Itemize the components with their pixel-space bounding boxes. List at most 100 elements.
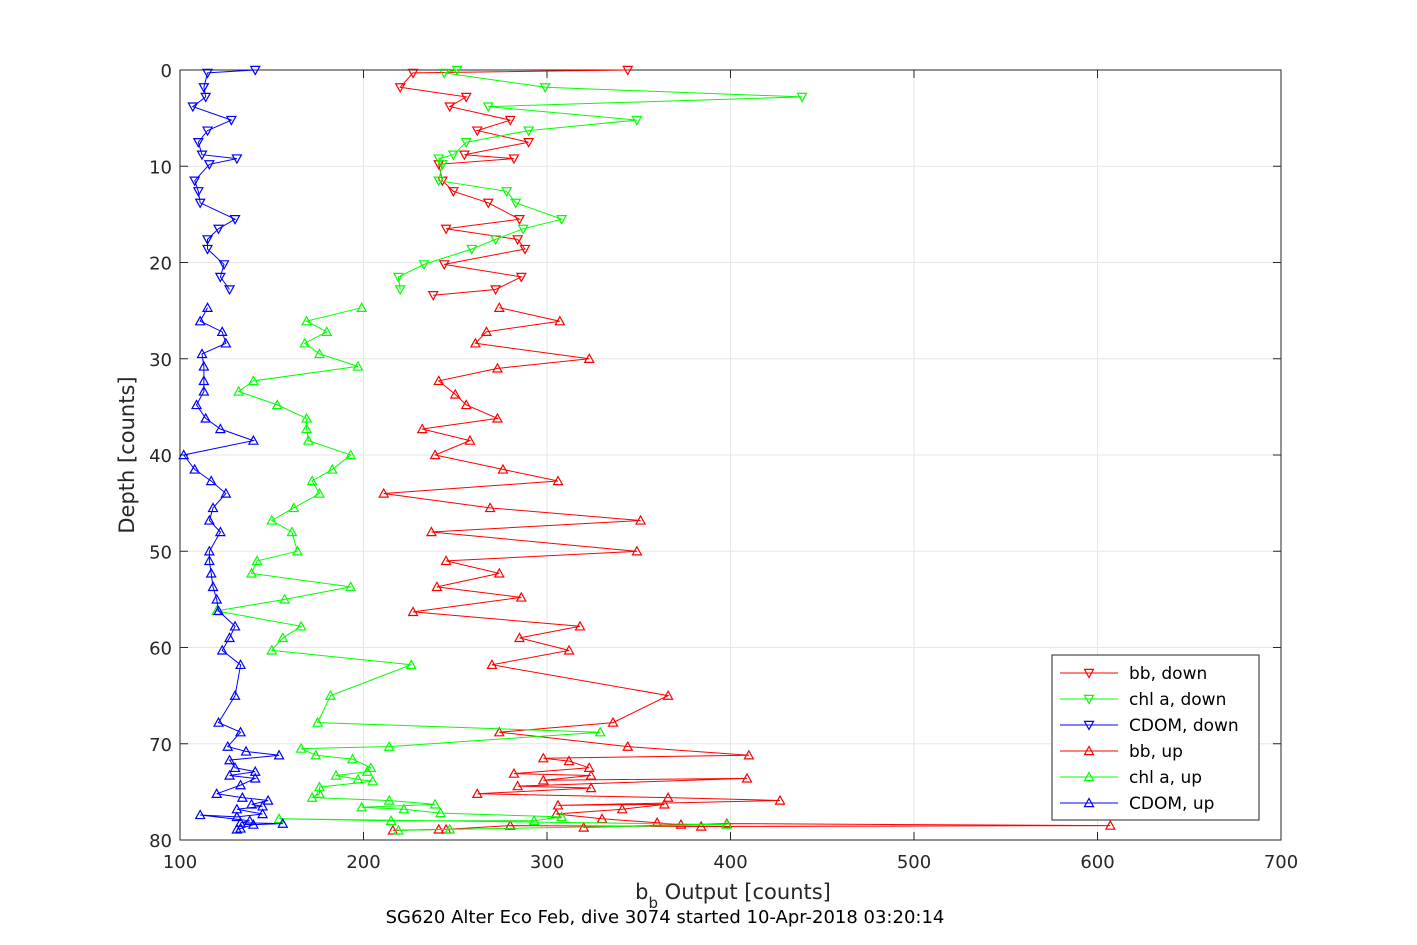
legend-marker-cdom-down (1083, 720, 1095, 731)
data-point-bb-up (563, 755, 575, 766)
data-point-bb-up (491, 362, 503, 373)
data-point-bb-up (1104, 819, 1116, 830)
data-point-chl-a-up (299, 337, 311, 348)
data-point-bb-up (563, 644, 575, 655)
y-tick-label: 60 (149, 639, 172, 660)
data-point-bb-up (378, 487, 390, 498)
data-point-chl-a-up (429, 798, 441, 809)
data-point-bb-down (513, 214, 525, 225)
data-point-chl-a-up (306, 475, 318, 486)
data-point-bb-up (449, 388, 461, 399)
data-point-chl-a-down (436, 160, 448, 171)
data-point-bb-up (491, 412, 503, 423)
data-point-bb-down (519, 244, 531, 255)
data-point-cdom-down (203, 160, 215, 171)
data-point-chl-a-up (301, 423, 313, 434)
data-point-cdom-down (198, 83, 210, 94)
data-point-cdom-up (196, 348, 208, 359)
data-point-chl-a-up (302, 434, 314, 445)
data-point-bb-up (658, 798, 670, 809)
data-point-bb-up (480, 326, 492, 336)
data-point-chl-a-up (277, 632, 289, 643)
legend-marker-chl-a-down (1083, 694, 1095, 705)
data-point-chl-a-up (266, 644, 278, 655)
data-point-bb-up (537, 752, 549, 763)
data-point-bb-down (427, 291, 439, 301)
data-point-chl-a-down (392, 272, 404, 283)
data-point-cdom-up (194, 315, 206, 326)
data-point-cdom-down (202, 244, 214, 255)
data-point-cdom-up (224, 769, 236, 780)
data-point-chl-a-up (330, 769, 342, 780)
data-point-chl-a-up (313, 348, 325, 359)
data-point-bb-down (515, 272, 527, 283)
data-point-chl-a-down (482, 102, 494, 113)
data-point-cdom-up (203, 555, 215, 566)
data-point-bb-up (493, 567, 505, 578)
data-point-bb-up (743, 749, 755, 760)
data-point-cdom-down (213, 224, 225, 235)
data-point-cdom-up (211, 593, 223, 604)
data-point-chl-a-up (271, 399, 283, 410)
data-point-cdom-up (231, 823, 243, 834)
data-point-cdom-up (203, 514, 215, 525)
data-point-chl-a-down (451, 65, 463, 76)
data-point-chl-a-down (523, 126, 535, 137)
data-point-bb-up (387, 824, 399, 835)
data-point-chl-a-down (510, 198, 522, 209)
data-point-bb-up (407, 606, 419, 617)
data-point-chl-a-up (392, 824, 404, 835)
legend-marker-chl-a-up (1083, 771, 1095, 782)
data-point-cdom-up (247, 434, 259, 445)
data-point-cdom-up (205, 567, 217, 578)
data-point-cdom-down (187, 102, 199, 113)
data-point-cdom-up (235, 779, 247, 790)
data-point-cdom-down (189, 176, 201, 187)
legend-label-bb-down: bb, down (1129, 664, 1207, 684)
data-point-cdom-up (235, 816, 247, 827)
data-point-cdom-down (192, 187, 204, 198)
data-point-cdom-down (194, 198, 206, 209)
data-point-bb-up (585, 782, 597, 793)
data-point-cdom-up (202, 302, 214, 312)
data-point-cdom-down (196, 150, 208, 161)
x-tick-label: 300 (530, 852, 564, 873)
y-tick-label: 20 (149, 254, 172, 275)
data-point-cdom-up (194, 809, 206, 820)
data-point-cdom-up (190, 399, 203, 410)
data-point-bb-up (583, 353, 595, 363)
data-point-bb-up (512, 780, 524, 791)
data-point-bb-up (416, 423, 428, 434)
data-point-bb-down (447, 187, 459, 198)
data-point-chl-a-up (301, 412, 313, 423)
data-point-bb-up (493, 726, 505, 737)
data-point-cdom-up (203, 545, 215, 556)
data-point-cdom-up (189, 463, 201, 474)
data-point-bb-up (552, 475, 564, 486)
data-point-cdom-up (229, 762, 241, 773)
data-point-bb-down (458, 150, 470, 161)
data-point-cdom-down (192, 137, 204, 148)
data-point-bb-up (513, 632, 525, 643)
data-point-cdom-up (229, 689, 241, 700)
data-point-bb-up (552, 799, 564, 810)
x-tick-label: 600 (1080, 852, 1114, 873)
data-point-bb-down (512, 235, 524, 246)
data-point-bb-up (431, 581, 443, 592)
data-point-bb-up (469, 337, 481, 348)
data-point-bb-up (486, 659, 498, 670)
x-axis-label: bb Output [counts] (635, 880, 831, 912)
data-point-bb-up (425, 526, 437, 537)
data-point-chl-a-down (433, 176, 445, 187)
data-point-chl-a-up (286, 526, 298, 537)
data-point-chl-a-down (433, 154, 445, 165)
data-point-bb-up (493, 302, 505, 312)
data-point-bb-up (464, 434, 476, 445)
data-point-cdom-up (216, 644, 228, 655)
data-point-bb-up (515, 591, 527, 602)
data-point-chl-a-up (352, 773, 364, 784)
data-point-bb-down (504, 115, 516, 126)
data-point-bb-up (440, 555, 452, 566)
data-point-bb-up (583, 762, 595, 773)
data-point-chl-a-up (383, 794, 395, 805)
